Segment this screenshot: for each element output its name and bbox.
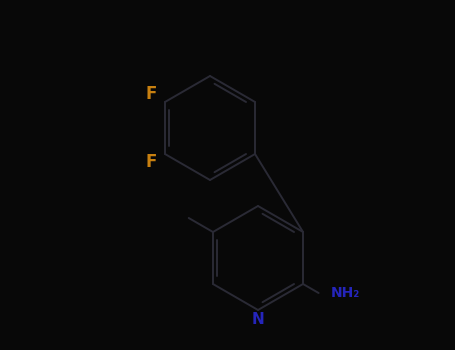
Text: N: N [252, 313, 264, 328]
Text: NH₂: NH₂ [331, 286, 360, 300]
Text: F: F [146, 85, 157, 103]
Text: F: F [146, 153, 157, 171]
